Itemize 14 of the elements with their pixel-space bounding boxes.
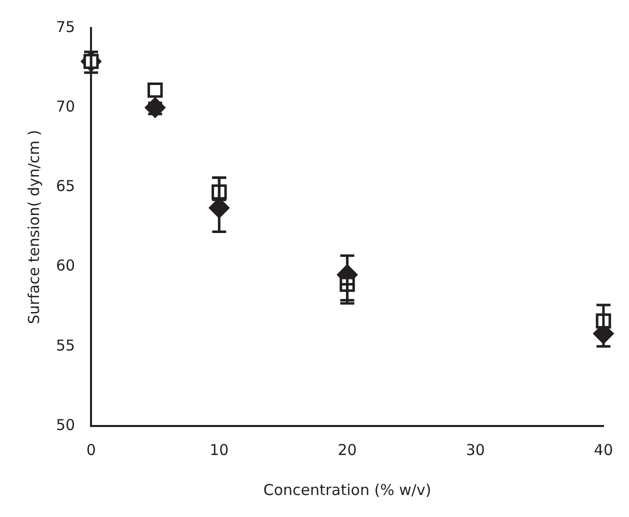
- y-tick-label: 65: [56, 177, 76, 196]
- x-tick-label: 20: [338, 440, 357, 459]
- y-tick-label: 60: [56, 256, 76, 275]
- x-tick-label: 30: [466, 440, 485, 459]
- y-tick-label: 70: [56, 97, 76, 116]
- y-axis-title: Surface tension( dyn/cm ): [24, 130, 43, 324]
- y-tick-label: 50: [56, 416, 76, 434]
- x-tick-label: 0: [86, 440, 96, 459]
- x-tick-label: 10: [210, 440, 229, 459]
- x-tick-label: 40: [594, 440, 614, 459]
- y-tick-label: 75: [56, 18, 76, 36]
- point: [148, 82, 163, 98]
- y-tick-label: 55: [56, 336, 76, 354]
- x-axis-title: Concentration (% w/v): [263, 480, 432, 499]
